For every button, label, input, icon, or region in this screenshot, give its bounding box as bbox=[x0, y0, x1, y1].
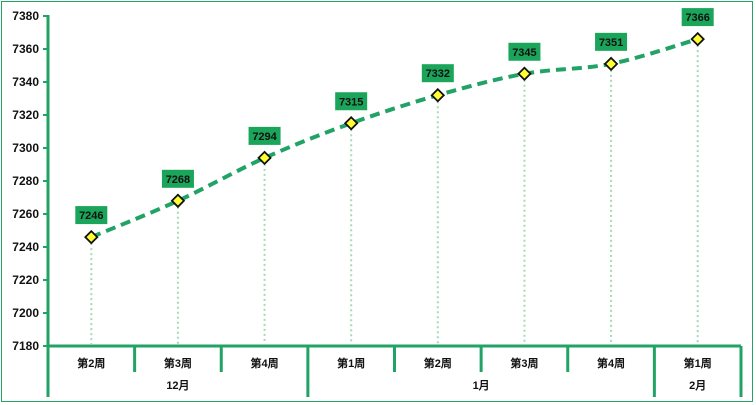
y-tick-label: 7260 bbox=[12, 207, 39, 221]
diamond-marker-icon bbox=[170, 193, 186, 209]
data-label: 7332 bbox=[421, 64, 454, 83]
diamond-marker-icon bbox=[84, 229, 99, 245]
svg-text:7345: 7345 bbox=[512, 47, 536, 59]
svg-text:7332: 7332 bbox=[426, 68, 450, 80]
x-category-label: 第4周 bbox=[597, 356, 625, 370]
x-category-label: 第2周 bbox=[77, 356, 105, 370]
diamond-marker-icon bbox=[430, 87, 446, 103]
data-label: 7268 bbox=[161, 169, 194, 188]
y-tick-label: 7280 bbox=[12, 174, 39, 188]
svg-text:7351: 7351 bbox=[599, 37, 623, 49]
y-tick-label: 7220 bbox=[12, 273, 39, 287]
x-group-label: 1月 bbox=[473, 379, 490, 392]
x-axis: 第2周 第3周 第4周 第1周 第2周 第3周 第4周 第1周 12月 1月 2月 bbox=[46, 344, 743, 397]
data-label: 7345 bbox=[508, 42, 541, 61]
svg-text:7366: 7366 bbox=[685, 12, 709, 24]
x-category-label: 第4周 bbox=[251, 356, 279, 370]
x-group-label: 2月 bbox=[689, 379, 706, 392]
svg-text:7268: 7268 bbox=[166, 174, 190, 186]
y-tick-label: 7340 bbox=[12, 75, 39, 89]
series-line bbox=[90, 37, 699, 239]
svg-text:7246: 7246 bbox=[79, 210, 103, 222]
diamond-marker-icon bbox=[343, 115, 359, 131]
diamond-marker-icon bbox=[517, 66, 532, 82]
x-category-label: 第1周 bbox=[337, 356, 365, 370]
svg-text:7294: 7294 bbox=[252, 131, 277, 143]
y-tick-label: 7240 bbox=[12, 240, 39, 254]
data-label: 7294 bbox=[248, 126, 281, 145]
y-axis: 7180 7200 7220 7240 7260 7280 7300 7320 7340 7360… bbox=[12, 9, 50, 353]
diamond-marker-icon bbox=[603, 56, 619, 72]
diamond-marker-icon bbox=[257, 150, 272, 166]
y-tick-label: 7180 bbox=[12, 339, 39, 353]
data-label: 7351 bbox=[595, 32, 628, 51]
x-category-label: 第1周 bbox=[684, 356, 712, 370]
x-group-label: 12月 bbox=[166, 379, 189, 392]
data-markers bbox=[84, 31, 705, 245]
diamond-marker-icon bbox=[690, 31, 705, 47]
drop-lines bbox=[90, 45, 699, 344]
x-category-label: 第2周 bbox=[424, 356, 452, 370]
y-tick-label: 7320 bbox=[12, 108, 39, 122]
x-category-label: 第3周 bbox=[164, 356, 192, 370]
data-label: 7246 bbox=[75, 206, 108, 225]
data-labels: 7246 7268 7294 7315 7332 7345 7351 7366 bbox=[75, 8, 714, 225]
y-tick-label: 7380 bbox=[12, 9, 39, 23]
data-label: 7315 bbox=[335, 92, 368, 111]
y-tick-label: 7360 bbox=[12, 42, 39, 56]
data-label: 7366 bbox=[681, 8, 714, 27]
svg-text:7315: 7315 bbox=[339, 96, 363, 108]
y-tick-label: 7300 bbox=[12, 141, 39, 155]
x-category-label: 第3周 bbox=[510, 356, 538, 370]
y-tick-label: 7200 bbox=[12, 306, 39, 320]
